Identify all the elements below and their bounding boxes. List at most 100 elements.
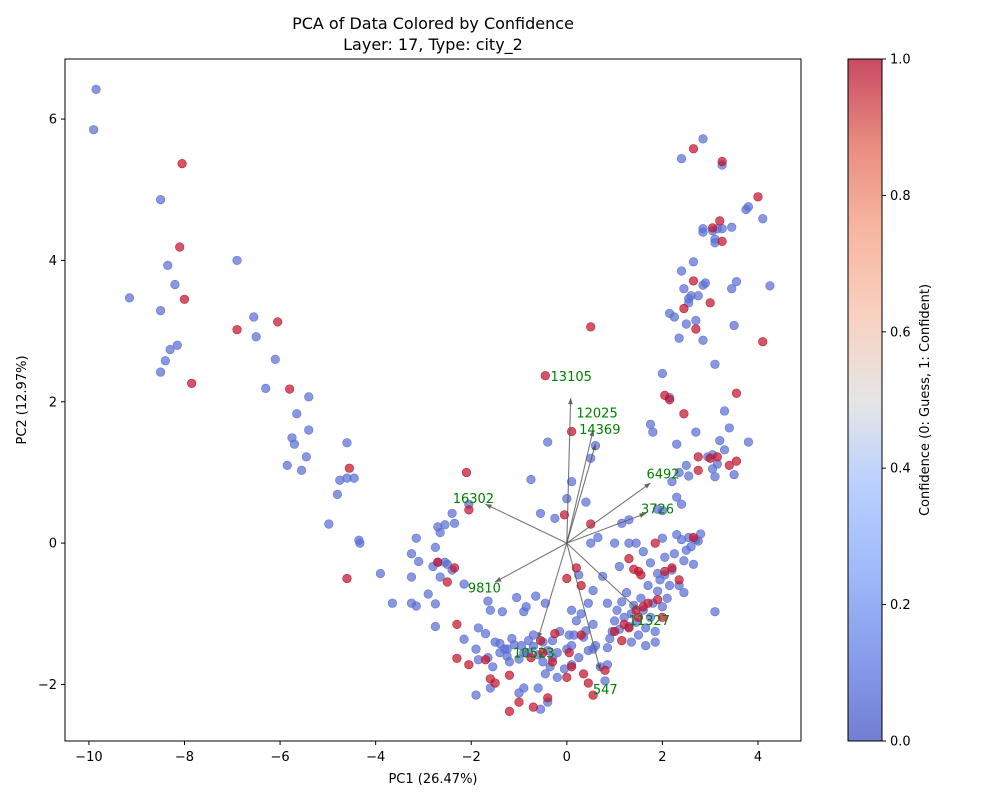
data-point-guess [512, 592, 522, 603]
data-point-guess [667, 477, 677, 487]
chart-title: PCA of Data Colored by Confidence [292, 14, 574, 33]
data-point-confident [576, 630, 586, 640]
loading-vector-arrowhead [485, 504, 493, 510]
data-point-guess [566, 477, 577, 487]
data-point-guess [165, 344, 175, 355]
data-point-guess [566, 605, 577, 615]
loading-vector-arrowhead [632, 604, 639, 611]
data-point-confident [715, 216, 725, 226]
loading-vector-label: 14369 [579, 423, 620, 438]
data-point-guess [332, 489, 343, 499]
data-point-guess [516, 640, 527, 651]
data-point-confident [691, 324, 701, 334]
data-point-guess [614, 561, 624, 572]
data-point-guess [430, 621, 440, 632]
data-point-guess [684, 471, 694, 481]
loading-vector-line [566, 398, 572, 544]
data-point-confident [179, 294, 190, 304]
data-point-confident [610, 626, 620, 637]
data-point-guess [650, 626, 660, 637]
data-point-guess [232, 255, 242, 266]
data-point-guess [571, 616, 581, 626]
data-point-guess [698, 134, 708, 144]
data-point-guess [710, 359, 720, 369]
loading-vector-label: 6492 [646, 468, 679, 483]
data-point-confident [547, 657, 558, 667]
data-point-confident [566, 426, 577, 437]
data-point-confident [688, 144, 699, 154]
data-point-guess [406, 549, 417, 559]
data-point-guess [355, 538, 365, 548]
colorbar-ticks: 0.0 0.2 0.4 0.6 0.8 1.0 [882, 53, 911, 750]
data-point-guess [669, 549, 679, 559]
x-axis-ticks: −10 −8 −6 −4 −2 0 2 4 [75, 741, 762, 765]
data-point-confident [583, 678, 593, 688]
data-point-guess [688, 559, 699, 569]
colorbar-tick-label: 0.4 [890, 462, 911, 477]
data-point-guess [514, 688, 524, 698]
data-point-guess [507, 633, 517, 644]
data-point-guess [710, 472, 720, 482]
y-axis-label: PC2 (12.97%) [15, 355, 30, 444]
data-point-confident [449, 563, 460, 573]
data-point-guess [765, 281, 775, 291]
data-point-guess [588, 644, 598, 654]
data-point-confident [273, 317, 283, 327]
data-point-guess [631, 538, 641, 548]
data-point-guess [626, 637, 636, 647]
data-point-guess [552, 672, 562, 682]
data-point-confident [538, 648, 548, 658]
data-point-guess [691, 427, 701, 437]
y-tick-label: 4 [49, 254, 57, 269]
x-tick-label: −10 [75, 750, 102, 765]
data-point-confident [562, 573, 572, 584]
data-point-guess [411, 601, 421, 611]
loading-vector-label: 547 [593, 683, 618, 698]
data-point-guess [664, 308, 675, 319]
data-point-guess [497, 607, 507, 617]
data-point-guess [719, 406, 730, 416]
loading-vector-arrowhead [639, 513, 646, 518]
data-point-guess [727, 284, 737, 294]
data-point-confident [636, 570, 646, 580]
data-point-confident [578, 669, 589, 679]
data-point-confident [643, 598, 653, 608]
data-point-guess [681, 460, 691, 470]
x-tick-label: 0 [563, 750, 571, 765]
data-point-confident [674, 575, 684, 585]
data-point-guess [657, 368, 668, 379]
loading-vector-arrowhead [591, 444, 597, 451]
data-point-guess [526, 474, 536, 485]
data-point-guess [643, 580, 653, 591]
data-point-confident [566, 662, 577, 672]
data-point-confident [731, 388, 742, 398]
data-point-guess [550, 513, 560, 523]
data-point-confident [232, 325, 242, 335]
data-point-guess [447, 508, 457, 519]
data-point-guess [617, 597, 627, 607]
data-point-guess [423, 589, 433, 599]
colorbar: 0.0 0.2 0.4 0.6 0.8 1.0 Confidence (0: Guess,… [847, 53, 933, 750]
data-point-guess [270, 354, 280, 364]
data-point-confident [667, 563, 677, 573]
scatter-points [89, 84, 775, 716]
colorbar-gradient [848, 59, 882, 741]
data-point-guess [433, 522, 443, 532]
data-point-guess [717, 224, 727, 234]
colorbar-tick-label: 0.2 [890, 598, 911, 613]
data-point-confident [514, 697, 524, 707]
data-point-guess [657, 533, 668, 543]
data-point-guess [676, 499, 687, 509]
data-point-guess [676, 266, 687, 276]
data-point-guess [155, 367, 166, 377]
data-point-guess [533, 683, 543, 693]
x-tick-label: 4 [754, 750, 762, 765]
data-point-confident [342, 573, 352, 584]
data-point-guess [249, 312, 259, 322]
data-point-guess [514, 654, 524, 664]
data-point-guess [729, 469, 739, 480]
data-point-guess [540, 669, 550, 679]
data-point-guess [588, 585, 598, 596]
